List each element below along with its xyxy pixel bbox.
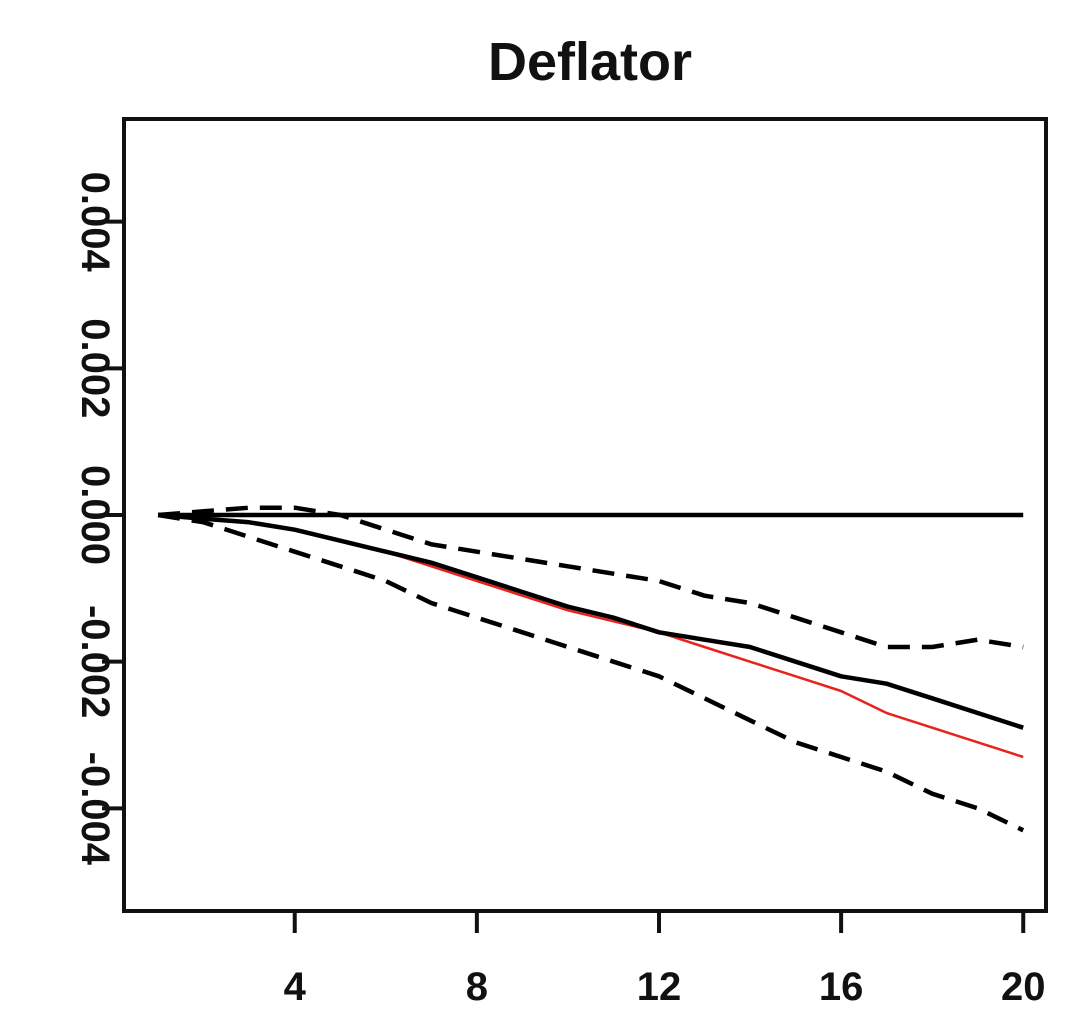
x-axis: 4 8 12 16 20: [284, 911, 1046, 1009]
series-layer: [157, 505, 1025, 833]
y-tick-label: 0.000: [73, 465, 117, 565]
x-tick-label: 16: [819, 965, 864, 1009]
x-tick-label: 8: [466, 965, 488, 1009]
confidence-band-line: [157, 505, 1024, 650]
chart-title: Deflator: [488, 32, 692, 92]
x-tick-label: 4: [284, 965, 307, 1009]
response-line-red: [157, 513, 1024, 759]
x-tick-label: 20: [1001, 965, 1046, 1009]
y-tick-label: 0.002: [73, 318, 117, 418]
y-axis: -0.004 -0.002 0.000 0.002 0.004: [73, 172, 124, 866]
confidence-band-line: [157, 512, 1025, 833]
response-line: [157, 512, 1024, 730]
y-tick-label: 0.004: [73, 172, 117, 273]
y-tick-label: -0.004: [73, 752, 117, 866]
y-tick-label: -0.002: [73, 605, 117, 718]
x-tick-label: 12: [637, 965, 682, 1009]
